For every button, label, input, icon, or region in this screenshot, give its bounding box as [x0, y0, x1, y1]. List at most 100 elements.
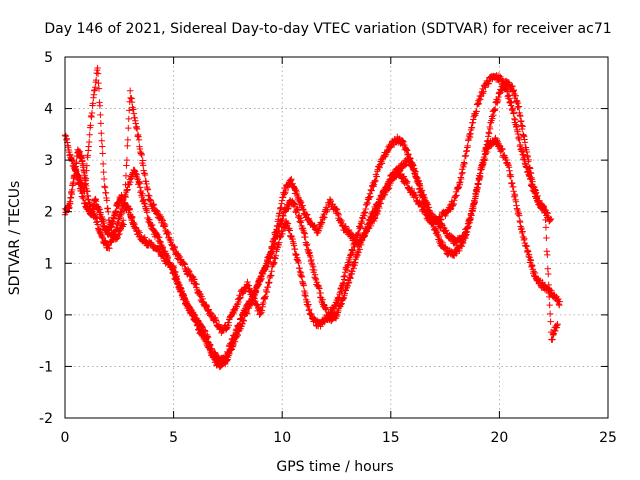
- data-point: [240, 317, 248, 325]
- y-tick-label: -1: [39, 359, 53, 375]
- data-point: [100, 175, 108, 183]
- data-point: [545, 281, 552, 289]
- chart-title: Day 146 of 2021, Sidereal Day-to-day VTE…: [44, 21, 611, 37]
- data-point: [92, 213, 100, 221]
- data-point: [324, 206, 331, 213]
- data-point: [338, 288, 345, 295]
- data-point: [129, 213, 136, 220]
- data-point: [327, 197, 335, 205]
- data-point: [99, 160, 107, 168]
- data-point: [481, 151, 489, 158]
- axis-ticks: 0 5 10 15 20 25 -2 -1 0 1 2 3 4 5: [39, 50, 617, 446]
- data-point: [237, 294, 244, 301]
- y-tick-label: 1: [44, 256, 53, 272]
- data-point: [99, 150, 106, 157]
- data-points: [61, 64, 563, 371]
- data-point: [123, 156, 131, 164]
- x-tick-label: 5: [169, 430, 178, 446]
- data-point: [515, 103, 523, 110]
- data-point: [542, 216, 549, 224]
- data-point: [98, 130, 105, 137]
- data-point: [367, 216, 375, 223]
- data-point: [83, 162, 91, 169]
- data-point: [123, 162, 130, 169]
- data-point: [67, 200, 74, 207]
- data-point: [113, 225, 121, 233]
- data-point: [310, 266, 318, 274]
- data-point: [510, 188, 517, 195]
- data-point: [88, 109, 96, 117]
- data-point: [135, 136, 143, 144]
- x-tick-label: 25: [599, 430, 617, 446]
- data-point: [225, 322, 233, 329]
- data-point: [303, 240, 311, 248]
- data-point: [472, 193, 479, 200]
- data-point: [189, 308, 197, 316]
- data-point: [545, 270, 552, 278]
- data-point: [305, 301, 312, 308]
- data-point: [126, 87, 134, 94]
- data-point: [94, 64, 101, 72]
- data-point: [202, 327, 209, 335]
- data-point: [258, 275, 265, 283]
- data-point: [176, 253, 184, 261]
- data-point: [76, 148, 84, 155]
- y-axis-label: SDTVAR / TECUs: [7, 181, 23, 296]
- data-point: [106, 245, 113, 252]
- data-point: [459, 169, 466, 176]
- data-point: [519, 123, 526, 130]
- data-point: [116, 230, 123, 238]
- data-point: [554, 320, 561, 328]
- data-point: [138, 151, 145, 159]
- data-point: [527, 257, 535, 264]
- data-point: [285, 204, 292, 212]
- data-point: [335, 211, 343, 219]
- x-tick-label: 20: [490, 430, 508, 446]
- data-point: [464, 142, 471, 150]
- data-point: [525, 156, 532, 164]
- data-point: [100, 168, 107, 176]
- data-point: [492, 105, 499, 113]
- data-point: [357, 241, 365, 249]
- data-point: [141, 234, 148, 241]
- data-point: [125, 124, 132, 132]
- data-point: [139, 190, 146, 197]
- data-point: [258, 307, 266, 314]
- data-point: [159, 217, 166, 224]
- data-point: [510, 108, 518, 116]
- data-point: [126, 205, 134, 213]
- data-point: [543, 234, 550, 242]
- data-point: [356, 246, 363, 253]
- data-point: [310, 263, 317, 270]
- data-point: [315, 227, 323, 235]
- data-point: [103, 197, 111, 204]
- data-point: [124, 186, 131, 193]
- data-point: [453, 192, 460, 199]
- data-point: [150, 201, 158, 209]
- data-point: [547, 215, 555, 223]
- data-point: [300, 282, 307, 289]
- plot-frame: [64, 56, 609, 419]
- data-point: [89, 100, 97, 107]
- data-point: [512, 92, 519, 99]
- data-point: [275, 239, 283, 246]
- data-point: [94, 70, 102, 77]
- data-point: [485, 130, 493, 137]
- data-point: [97, 111, 104, 119]
- y-tick-label: 2: [44, 205, 53, 221]
- data-point: [461, 160, 468, 167]
- y-tick-label: 3: [44, 153, 53, 169]
- data-point: [400, 173, 408, 180]
- data-point: [392, 173, 400, 181]
- data-point: [97, 120, 105, 127]
- data-point: [99, 143, 106, 150]
- data-point: [97, 209, 104, 216]
- y-tick-label: -2: [39, 411, 53, 427]
- data-point: [122, 172, 130, 179]
- data-point: [364, 223, 372, 230]
- data-point: [98, 137, 105, 144]
- data-point: [110, 234, 118, 241]
- data-point: [204, 338, 211, 345]
- data-point: [404, 178, 411, 185]
